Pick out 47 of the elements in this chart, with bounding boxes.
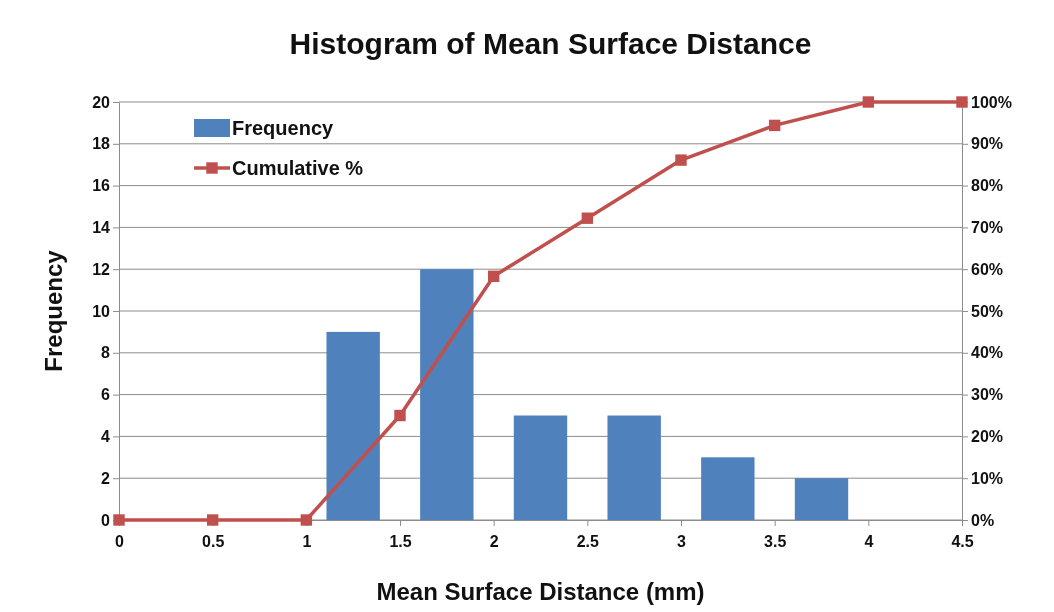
y-tick-label: 0 bbox=[101, 511, 111, 529]
x-tick-label: 2.5 bbox=[576, 532, 600, 550]
y-tick-label: 10 bbox=[92, 302, 111, 320]
y-tick-label: 16 bbox=[92, 177, 111, 195]
y2-tick-label: 10% bbox=[971, 469, 1004, 487]
y2-tick-label: 90% bbox=[971, 135, 1004, 153]
y-tick-label: 8 bbox=[101, 344, 111, 362]
legend-label: Frequency bbox=[232, 117, 335, 139]
x-tick-label: 0 bbox=[115, 532, 125, 550]
point bbox=[206, 514, 219, 526]
y2-tick-label: 80% bbox=[971, 177, 1004, 195]
x-tick-label: 1 bbox=[302, 532, 312, 550]
x-tick-label: 0.5 bbox=[202, 532, 225, 550]
y2-tick-label: 50% bbox=[971, 302, 1004, 320]
y2-tick-label: 100% bbox=[971, 93, 1012, 111]
x-tick-label: 3 bbox=[677, 532, 687, 550]
x-tick-label: 3.5 bbox=[764, 532, 787, 550]
chart-title: Histogram of Mean Surface Distance bbox=[289, 27, 812, 60]
y-tick-label: 14 bbox=[92, 219, 111, 237]
y2-tick-label: 70% bbox=[971, 219, 1004, 237]
y-tick-label: 20 bbox=[92, 93, 111, 111]
y2-tick-label: 60% bbox=[971, 260, 1004, 278]
x-axis-title: Mean Surface Distance (mm) bbox=[376, 578, 705, 605]
x-tick-label: 1.5 bbox=[389, 532, 412, 550]
x-tick-label: 4.5 bbox=[951, 532, 974, 550]
x-tick-label: 2 bbox=[489, 532, 499, 550]
y2-tick-label: 20% bbox=[971, 428, 1004, 446]
y-tick-label: 4 bbox=[101, 428, 111, 446]
point bbox=[300, 514, 313, 526]
y-tick-label: 6 bbox=[101, 386, 111, 404]
y-tick-label: 12 bbox=[92, 260, 111, 278]
point bbox=[113, 514, 125, 526]
y-tick-label: 2 bbox=[101, 469, 111, 487]
y-axis-title: Frequency bbox=[40, 249, 67, 372]
x-tick-label: 4 bbox=[864, 532, 874, 550]
point bbox=[862, 96, 875, 108]
y2-tick-label: 30% bbox=[971, 386, 1004, 404]
y2-tick-label: 40% bbox=[971, 344, 1004, 362]
point bbox=[675, 154, 687, 166]
point bbox=[581, 212, 594, 224]
point bbox=[956, 96, 968, 108]
legend-label: Cumulative % bbox=[232, 157, 364, 179]
point bbox=[394, 409, 406, 422]
point bbox=[768, 119, 781, 132]
y-tick-label: 18 bbox=[92, 135, 111, 153]
y2-tick-label: 0% bbox=[971, 511, 995, 529]
point bbox=[487, 270, 500, 283]
